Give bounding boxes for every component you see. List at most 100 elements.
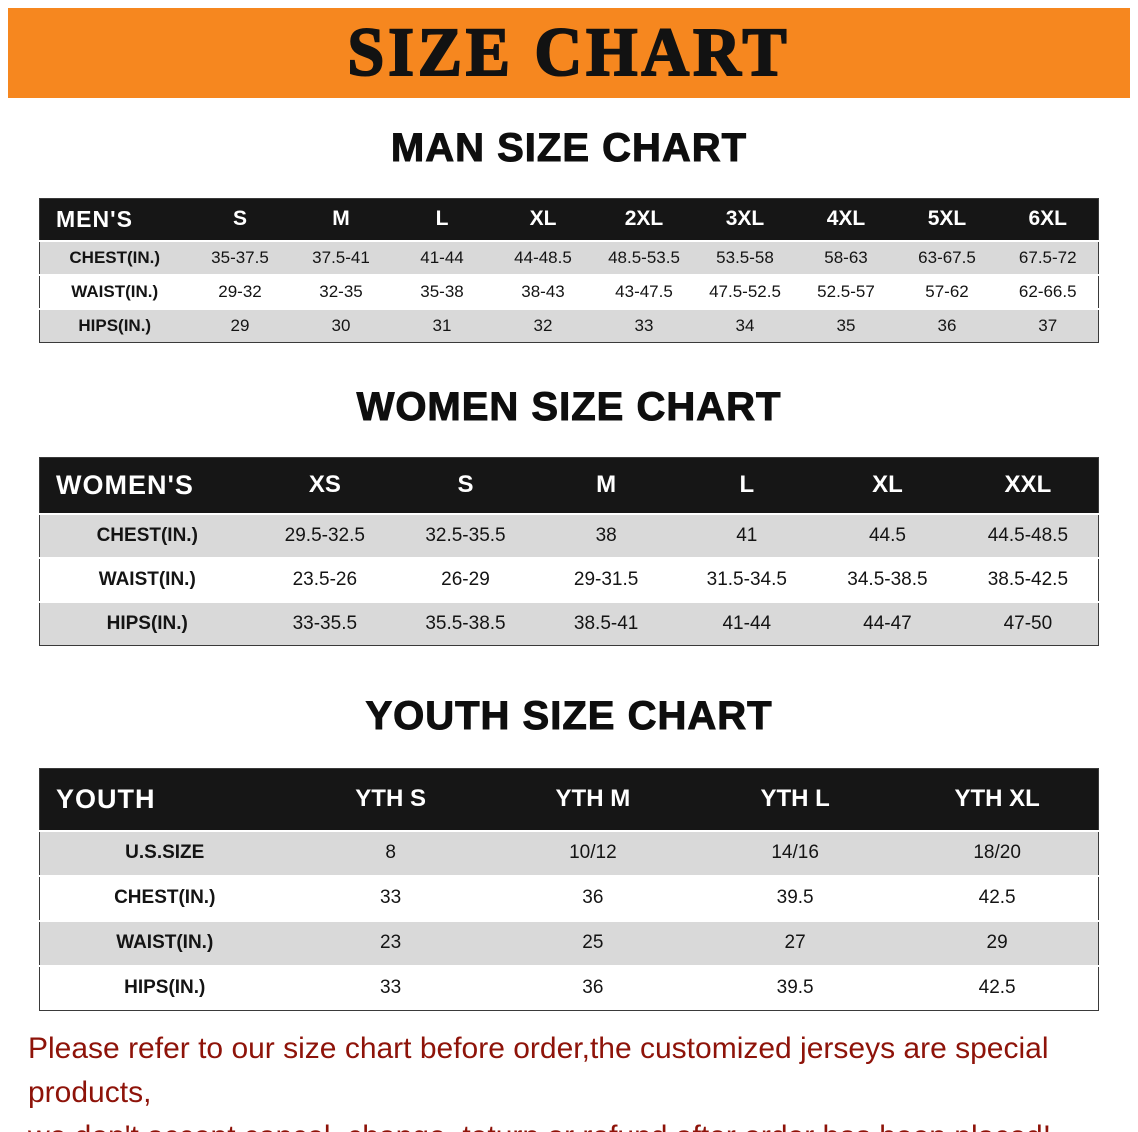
size-value: 29 [189,307,291,343]
size-column-header: 6XL [997,198,1099,241]
size-value: 38-43 [492,273,594,309]
row-label: WAIST(IN.) [39,273,190,309]
size-value: 39.5 [694,964,897,1011]
size-value: 29.5-32.5 [254,512,396,558]
women-size-heading: WOMEN SIZE CHART [356,385,782,430]
size-column-header: M [535,457,677,514]
size-column-header: S [395,457,536,514]
size-value: 62-66.5 [997,273,1099,309]
table-header-row: WOMEN'S XS S M L XL XXL [39,457,1099,514]
size-chart-banner: SIZE CHART [8,8,1130,98]
size-column-header: YTH M [491,768,694,831]
size-value: 42.5 [896,874,1099,921]
size-value: 58-63 [795,239,897,275]
youth-size-section: YOUTH SIZE CHART YOUTH YTH S YTH M YTH L YTH… [0,692,1138,1011]
row-label: WAIST(IN.) [39,556,255,602]
size-value: 36 [491,874,694,921]
size-value: 35-37.5 [189,239,291,275]
row-label: CHEST(IN.) [39,874,290,921]
size-value: 36 [491,964,694,1011]
size-column-header: 4XL [795,198,897,241]
table-row: WAIST(IN.) 29-32 32-35 35-38 38-43 43-47.5 47.… [39,273,1099,309]
size-column-header: XL [492,198,594,241]
size-value: 8 [289,829,492,876]
table-row: CHEST(IN.) 35-37.5 37.5-41 41-44 44-48.5 48.5… [39,239,1099,275]
size-column-header: L [676,457,818,514]
size-value: 32 [492,307,594,343]
size-chart-title: SIZE CHART [347,14,791,91]
size-value: 23 [289,919,492,966]
women-size-section: WOMEN SIZE CHART WOMEN'S XS S M L XL XXL CHEST(… [0,383,1138,646]
size-value: 38.5-41 [535,600,677,646]
row-label: HIPS(IN.) [39,600,255,646]
youth-size-heading: YOUTH SIZE CHART [365,694,773,739]
size-value: 32-35 [290,273,392,309]
size-value: 44-47 [817,600,958,646]
size-column-header: YTH XL [896,768,1099,831]
size-value: 29-32 [189,273,291,309]
women-size-table: WOMEN'S XS S M L XL XXL CHEST(IN.) 29.5-32.5 32.5… [39,457,1099,646]
size-value: 10/12 [491,829,694,876]
size-value: 63-67.5 [896,239,998,275]
disclaimer-line-2: we don't accept cancel, change, teturn o… [28,1115,1110,1132]
size-value: 44.5-48.5 [957,512,1099,558]
size-column-header: XS [254,457,396,514]
size-value: 44.5 [817,512,958,558]
youth-size-table: YOUTH YTH S YTH M YTH L YTH XL U.S.SIZE 8 10/12… [39,768,1099,1011]
row-label: U.S.SIZE [39,829,290,876]
size-column-header: S [189,198,291,241]
size-column-header: L [391,198,493,241]
size-value: 32.5-35.5 [395,512,536,558]
size-value: 23.5-26 [254,556,396,602]
size-value: 47-50 [957,600,1099,646]
size-value: 36 [896,307,998,343]
table-row: HIPS(IN.) 33 36 39.5 42.5 [39,964,1099,1011]
row-label: HIPS(IN.) [39,964,290,1011]
table-row: WAIST(IN.) 23 25 27 29 [39,919,1099,966]
disclaimer-line-1: Please refer to our size chart before or… [28,1032,1049,1109]
size-value: 26-29 [395,556,536,602]
size-value: 44-48.5 [492,239,594,275]
size-value: 47.5-52.5 [694,273,796,309]
size-column-header: 3XL [694,198,796,241]
table-row: CHEST(IN.) 29.5-32.5 32.5-35.5 38 41 44.5 44.5… [39,512,1099,558]
size-value: 18/20 [896,829,1099,876]
men-size-section: MAN SIZE CHART MEN'S S M L XL 2XL 3XL 4XL 5XL 6XL… [0,124,1138,343]
size-value: 42.5 [896,964,1099,1011]
size-value: 34 [694,307,796,343]
size-value: 37.5-41 [290,239,392,275]
size-value: 29-31.5 [535,556,677,602]
table-row: HIPS(IN.) 33-35.5 35.5-38.5 38.5-41 41-44 44-… [39,600,1099,646]
size-value: 38 [535,512,677,558]
table-corner-label: MEN'S [39,198,190,241]
size-value: 35-38 [391,273,493,309]
size-value: 33 [289,874,492,921]
size-column-header: 2XL [593,198,695,241]
table-row: HIPS(IN.) 29 30 31 32 33 34 35 36 37 [39,307,1099,343]
size-value: 67.5-72 [997,239,1099,275]
size-value: 34.5-38.5 [817,556,958,602]
row-label: CHEST(IN.) [39,512,255,558]
size-value: 31 [391,307,493,343]
table-row: WAIST(IN.) 23.5-26 26-29 29-31.5 31.5-34.5 34… [39,556,1099,602]
size-value: 41 [676,512,818,558]
size-value: 14/16 [694,829,897,876]
size-column-header: XL [817,457,958,514]
size-value: 38.5-42.5 [957,556,1099,602]
size-value: 41-44 [391,239,493,275]
disclaimer: Please refer to our size chart before or… [0,1027,1138,1132]
size-value: 48.5-53.5 [593,239,695,275]
table-row: U.S.SIZE 8 10/12 14/16 18/20 [39,829,1099,876]
row-label: HIPS(IN.) [39,307,190,343]
men-size-heading: MAN SIZE CHART [390,126,748,171]
men-size-table: MEN'S S M L XL 2XL 3XL 4XL 5XL 6XL CHEST(IN.) 35-37… [39,198,1099,343]
size-value: 53.5-58 [694,239,796,275]
size-value: 39.5 [694,874,897,921]
size-value: 25 [491,919,694,966]
size-value: 43-47.5 [593,273,695,309]
size-value: 30 [290,307,392,343]
table-header-row: MEN'S S M L XL 2XL 3XL 4XL 5XL 6XL [39,198,1099,241]
row-label: WAIST(IN.) [39,919,290,966]
size-column-header: XXL [957,457,1099,514]
size-value: 57-62 [896,273,998,309]
